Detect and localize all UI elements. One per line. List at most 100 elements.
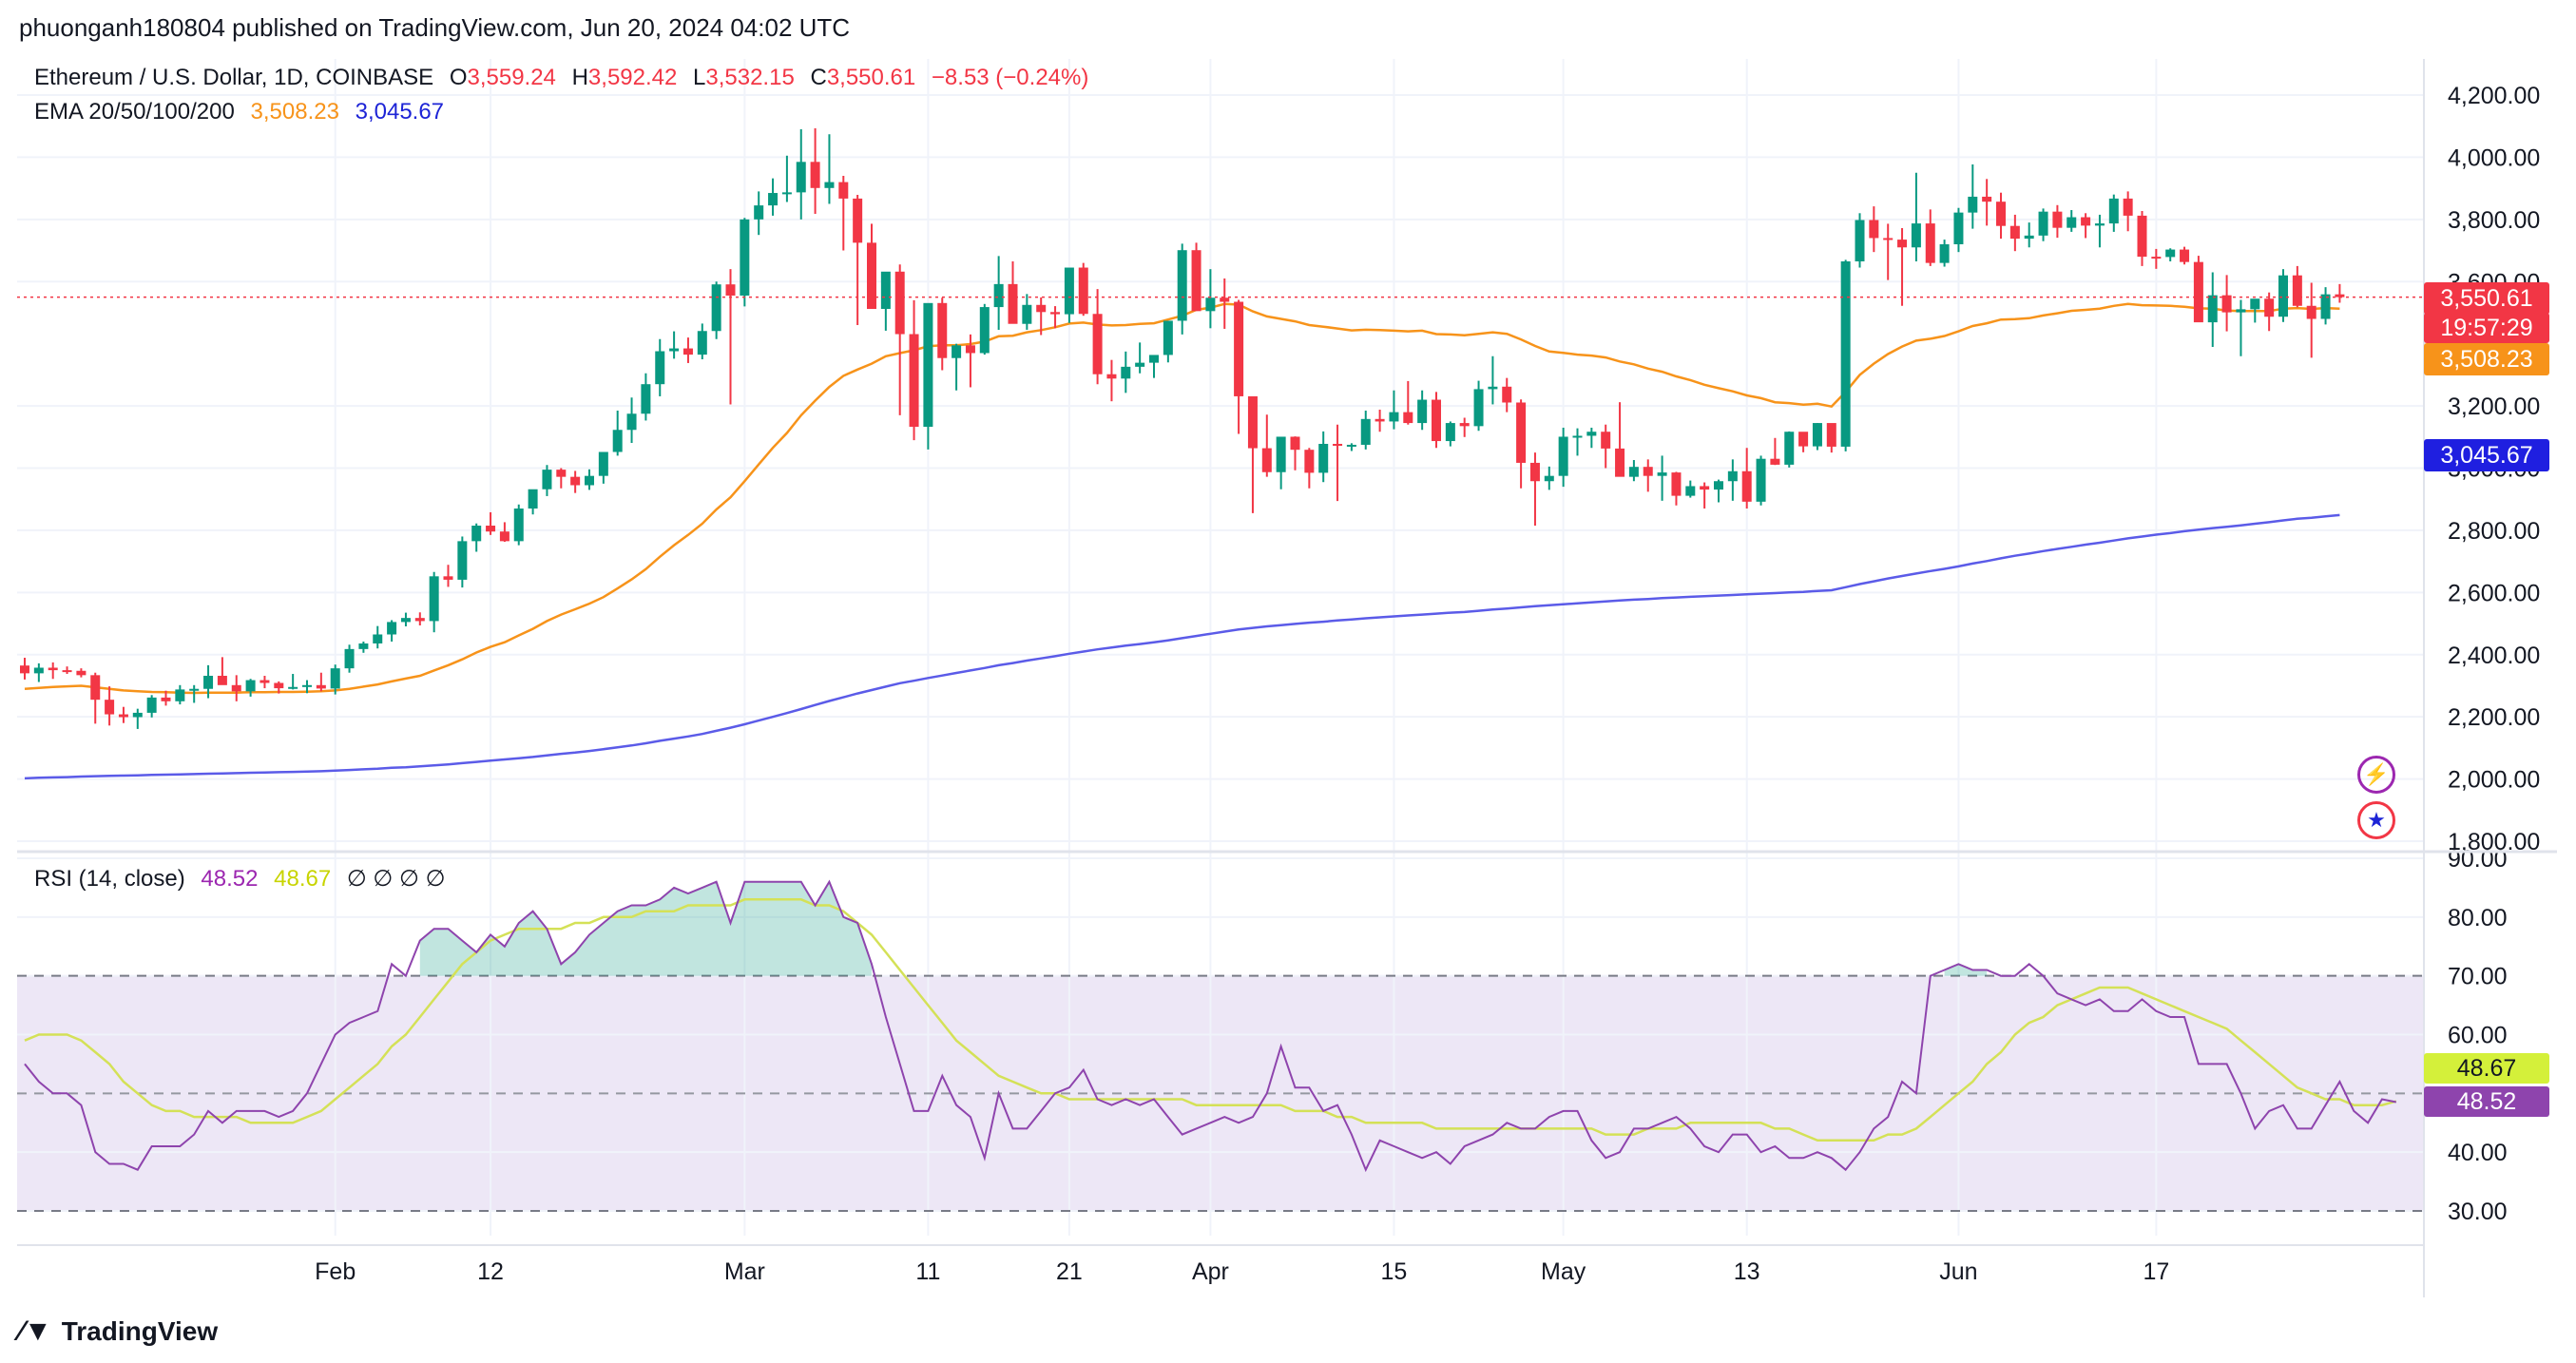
candle-body <box>1304 450 1315 473</box>
time-tick-label: 12 <box>477 1258 504 1285</box>
candle-body <box>1459 423 1470 427</box>
candle-body <box>655 351 665 385</box>
candle-body <box>76 670 87 676</box>
candle-body <box>1700 486 1710 490</box>
candle-body <box>2151 257 2162 259</box>
time-tick-label: Feb <box>315 1258 356 1285</box>
time-tick-label: 15 <box>1381 1258 1408 1285</box>
candle-body <box>867 242 876 310</box>
rsi-ma-line <box>24 898 2397 1142</box>
candle-body <box>1149 355 1159 363</box>
candle-body <box>824 182 835 188</box>
candle-body <box>443 576 453 580</box>
time-tick-label: 21 <box>1056 1258 1083 1285</box>
time-tick-label: 11 <box>915 1258 940 1285</box>
candle-body <box>1050 312 1061 315</box>
candle-body <box>1191 250 1201 312</box>
candle-body <box>1121 366 1131 379</box>
candle-body <box>2108 198 2119 224</box>
candle-body <box>669 348 680 352</box>
price-tick-label: 2,800.00 <box>2448 518 2540 545</box>
price-tick-label: 2,400.00 <box>2448 643 2540 669</box>
symbol-label[interactable]: Ethereum / U.S. Dollar, 1D, COINBASE <box>34 65 434 90</box>
high-value: 3,592.42 <box>587 65 678 90</box>
candle-body <box>1261 448 1272 472</box>
rsi-tick-label: 30.00 <box>2448 1199 2508 1225</box>
candle-body <box>1840 260 1851 447</box>
candle-body <box>2292 275 2302 306</box>
candle-body <box>2180 249 2190 262</box>
candle-body <box>1586 432 1597 436</box>
us-flag-icon[interactable]: ★ <box>2357 801 2395 839</box>
rsi-tick-label: 90.00 <box>2448 846 2508 873</box>
candle-body <box>725 284 736 296</box>
time-tick-label: Mar <box>724 1258 765 1285</box>
candle-body <box>2193 261 2203 323</box>
rsi-legend[interactable]: RSI (14, close) 48.52 48.67 ∅ ∅ ∅ ∅ <box>34 865 455 893</box>
ema-legend[interactable]: EMA 20/50/100/200 3,508.23 3,045.67 <box>34 99 453 125</box>
candle-body <box>1529 462 1540 482</box>
candle-body <box>2137 215 2147 258</box>
rsi-tick-label: 40.00 <box>2448 1140 2508 1166</box>
low-label: L <box>693 65 706 90</box>
candle-body <box>1812 423 1822 447</box>
candle-body <box>1826 423 1836 447</box>
change-value: −8.53 (−0.24%) <box>931 65 1089 90</box>
candle-body <box>231 684 241 692</box>
candle-body <box>1234 301 1244 396</box>
candle-body <box>1220 298 1230 302</box>
candle-body <box>740 219 750 296</box>
candle-body <box>754 205 764 220</box>
candle-body <box>1247 395 1258 449</box>
candle-body <box>937 302 948 358</box>
price-tick-label: 2,600.00 <box>2448 580 2540 606</box>
candle-body <box>1855 220 1865 261</box>
candle-body <box>1318 443 1329 473</box>
candle-body <box>1106 374 1117 379</box>
time-tick-label: May <box>1541 1258 1586 1285</box>
candle-body <box>1036 304 1047 313</box>
candle-body <box>2306 305 2316 319</box>
candle-body <box>2335 294 2345 298</box>
candle-body <box>853 198 863 243</box>
footer-brand[interactable]: ⁄▼ TradingView <box>19 1315 218 1348</box>
time-tick-label: 13 <box>1734 1258 1760 1285</box>
candle-body <box>1953 212 1964 244</box>
candle-body <box>1516 402 1527 463</box>
candle-body <box>2221 295 2232 313</box>
candle-body <box>768 193 779 206</box>
candle-body <box>1375 418 1385 422</box>
candle-body <box>1064 267 1074 315</box>
candle-body <box>2278 275 2288 317</box>
candle-body <box>471 526 482 542</box>
published-line: phuonganh180804 published on TradingView… <box>19 13 851 42</box>
lightning-icon[interactable]: ⚡ <box>2357 756 2395 794</box>
candle-body <box>1925 223 1935 263</box>
candle-body <box>682 348 693 355</box>
footer-brand-text: TradingView <box>61 1316 219 1346</box>
candle-body <box>952 345 962 358</box>
high-label: H <box>571 65 588 90</box>
candle-body <box>1403 412 1413 424</box>
rsi-tick-label: 70.00 <box>2448 964 2508 990</box>
time-tick-label: Apr <box>1192 1258 1229 1285</box>
time-tick-label: Jun <box>1939 1258 1977 1285</box>
price-legend: Ethereum / U.S. Dollar, 1D, COINBASE O3,… <box>34 65 1098 91</box>
candle-body <box>2236 309 2246 313</box>
candle-body <box>457 541 468 580</box>
candle-body <box>1360 418 1371 445</box>
candle-body <box>2038 211 2048 236</box>
candle-body <box>1784 432 1795 465</box>
candle-body <box>810 162 820 188</box>
candle-body <box>909 334 919 427</box>
candle-body <box>344 648 355 669</box>
ema-long-line <box>24 513 2340 780</box>
candle-body <box>260 680 270 683</box>
candle-body <box>1333 443 1343 446</box>
tradingview-logo-icon: ⁄▼ <box>19 1315 52 1347</box>
candle-body <box>2165 249 2176 258</box>
candle-body <box>923 302 933 427</box>
price-tick-label: 2,000.00 <box>2448 767 2540 794</box>
candle-body <box>1968 196 1978 213</box>
